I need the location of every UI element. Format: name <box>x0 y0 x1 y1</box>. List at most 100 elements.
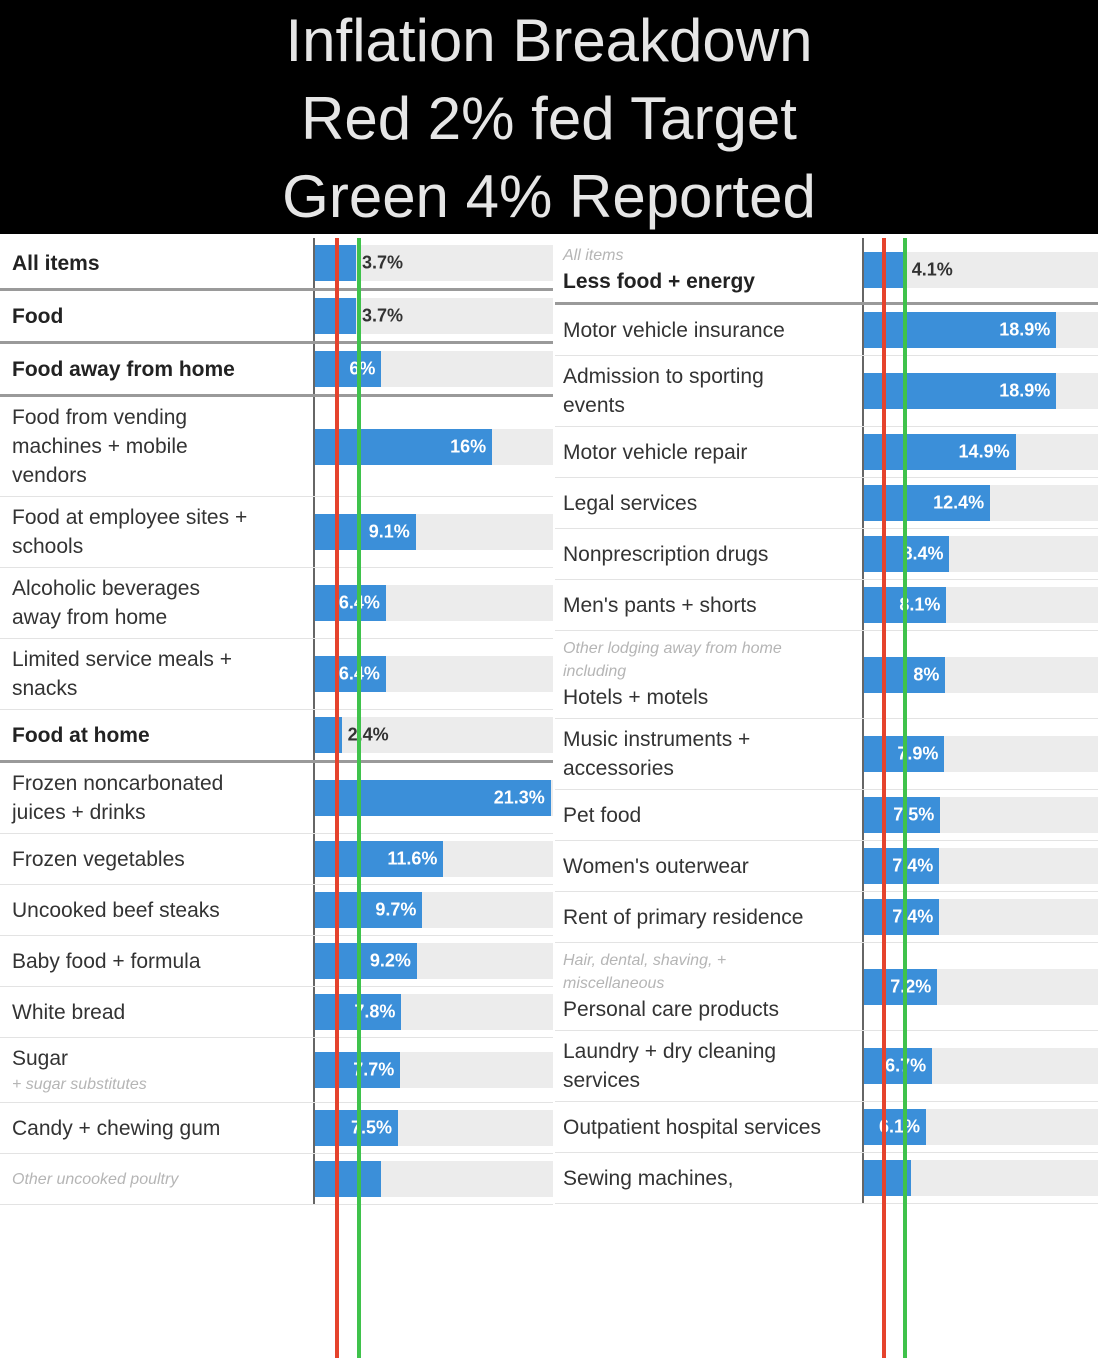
bar-track: 7.7% <box>315 1052 553 1088</box>
row-label: Music instruments + accessories <box>555 719 862 789</box>
bar-track: 8.1% <box>864 587 1098 623</box>
row: Frozen vegetables 11.6% <box>0 834 553 885</box>
row: Motor vehicle insurance 18.9% <box>555 305 1098 356</box>
bar-cell: 7.5% <box>862 790 1098 840</box>
row: Pet food 7.5% <box>555 790 1098 841</box>
bar-track: 7.8% <box>315 994 553 1030</box>
bar <box>315 892 423 928</box>
bar-cell: 6.1% <box>862 1102 1098 1152</box>
bar-cell: 4.1% <box>862 238 1098 302</box>
category-label: Baby food + formula <box>12 949 201 973</box>
category-label: Pet food <box>563 803 642 827</box>
row: Food 3.7% <box>0 291 553 344</box>
row-note: All items <box>563 247 624 264</box>
bar-cell: 6% <box>313 344 553 394</box>
bar-cell: 16% <box>313 397 553 496</box>
category-label: Motor vehicle insurance <box>563 318 785 342</box>
bar-cell: 9.7% <box>313 885 553 935</box>
row: Limited service meals + snacks 6.4% <box>0 639 553 710</box>
category-label: Hotels + motels <box>563 686 709 709</box>
row-label: Admission to sporting events <box>555 356 862 426</box>
row-label: Food away from home <box>0 344 313 394</box>
header: Inflation Breakdown Red 2% fed Target Gr… <box>0 0 1098 234</box>
value-label: 7.4% <box>892 855 934 876</box>
category-label: Outpatient hospital services <box>563 1115 821 1139</box>
row: Other uncooked poultry <box>0 1154 553 1205</box>
chart-panel: All items Less food + energy 4.1% Motor veh… <box>555 238 1098 1358</box>
row-label: Uncooked beef steaks <box>0 885 313 935</box>
row-note: Hair, dental, shaving, + miscellaneous <box>563 952 727 992</box>
row: Hair, dental, shaving, + miscellaneous Pe… <box>555 943 1098 1031</box>
bar-track: 2.4% <box>315 717 553 753</box>
row-label: Men's pants + shorts <box>555 580 862 630</box>
value-label: 8% <box>913 664 940 684</box>
row: Rent of primary residence 7.4% <box>555 892 1098 943</box>
bar-track: 3.7% <box>315 298 553 334</box>
row-label: Hair, dental, shaving, + miscellaneous Pe… <box>555 943 862 1030</box>
reference-line <box>357 238 362 1358</box>
bar-track: 7.4% <box>864 848 1098 884</box>
category-label: Frozen vegetables <box>12 847 185 871</box>
bar <box>315 514 416 550</box>
bar-track: 7.4% <box>864 899 1098 935</box>
bar-track: 6.1% <box>864 1109 1098 1145</box>
value-label: 18.9% <box>999 380 1051 401</box>
row-label: Outpatient hospital services <box>555 1102 862 1152</box>
value-label: 6% <box>349 358 376 379</box>
value-label: 6.1% <box>879 1116 921 1137</box>
row-label: Rent of primary residence <box>555 892 862 942</box>
row-note: Other uncooked poultry <box>12 1170 179 1188</box>
bar-cell: 9.2% <box>313 936 553 986</box>
row-label: Motor vehicle repair <box>555 427 862 477</box>
category-label: Food at employee sites + schools <box>12 506 248 558</box>
row-label: Other uncooked poultry <box>0 1154 313 1204</box>
value-label: 9.2% <box>369 950 411 971</box>
reference-line <box>882 238 887 1358</box>
bar-cell: 11.6% <box>313 834 553 884</box>
title-line: Green 4% Reported <box>282 163 816 230</box>
row: Food at home 2.4% <box>0 710 553 763</box>
value-label: 7.2% <box>890 976 932 996</box>
bar-track: 16% <box>315 428 553 465</box>
row: All items 3.7% <box>0 238 553 291</box>
category-label: White bread <box>12 1000 126 1024</box>
value-label: 7.5% <box>893 804 935 825</box>
bar-track: 6.4% <box>315 585 553 621</box>
bar-cell: 8.4% <box>862 529 1098 579</box>
row-label: All items <box>0 238 313 288</box>
bar-cell: 7.8% <box>313 987 553 1037</box>
value-label: 3.7% <box>361 252 403 273</box>
row-label: Food from vending machines + mobile vend… <box>0 397 313 496</box>
row-label: Food at home <box>0 710 313 760</box>
category-label: Less food + energy <box>563 270 755 293</box>
bar-track: 14.9% <box>864 434 1098 470</box>
value-label: 9.7% <box>375 899 417 920</box>
bar-cell: 9.1% <box>313 497 553 567</box>
category-label: Alcoholic beverages away from home <box>12 577 200 629</box>
panels: All items 3.7% Food 3.7% Food away from home… <box>0 234 1098 1358</box>
bar-track: 6% <box>315 351 553 387</box>
row-label: Laundry + dry cleaning services <box>555 1031 862 1101</box>
category-label: Admission to sporting events <box>563 365 764 417</box>
bar <box>315 780 551 816</box>
value-label: 8.1% <box>899 594 941 615</box>
bar <box>864 1048 933 1084</box>
bar-cell <box>313 1154 553 1204</box>
row-note: Other lodging away from home including <box>563 640 782 680</box>
row-label: Nonprescription drugs <box>555 529 862 579</box>
bar-track: 7.5% <box>864 797 1098 833</box>
row: Women's outerwear 7.4% <box>555 841 1098 892</box>
row-label: Women's outerwear <box>555 841 862 891</box>
value-label: 2.4% <box>347 724 389 745</box>
reference-line <box>335 238 340 1358</box>
bar-track <box>315 1161 553 1197</box>
value-label: 7.9% <box>897 743 939 764</box>
row: Music instruments + accessories 7.9% <box>555 719 1098 790</box>
row: All items Less food + energy 4.1% <box>555 238 1098 305</box>
category-label: Women's outerwear <box>563 854 749 878</box>
value-label: 3.7% <box>361 305 403 326</box>
value-label: 21.3% <box>493 787 545 808</box>
bar-cell: 7.9% <box>862 719 1098 789</box>
bar-cell: 14.9% <box>862 427 1098 477</box>
